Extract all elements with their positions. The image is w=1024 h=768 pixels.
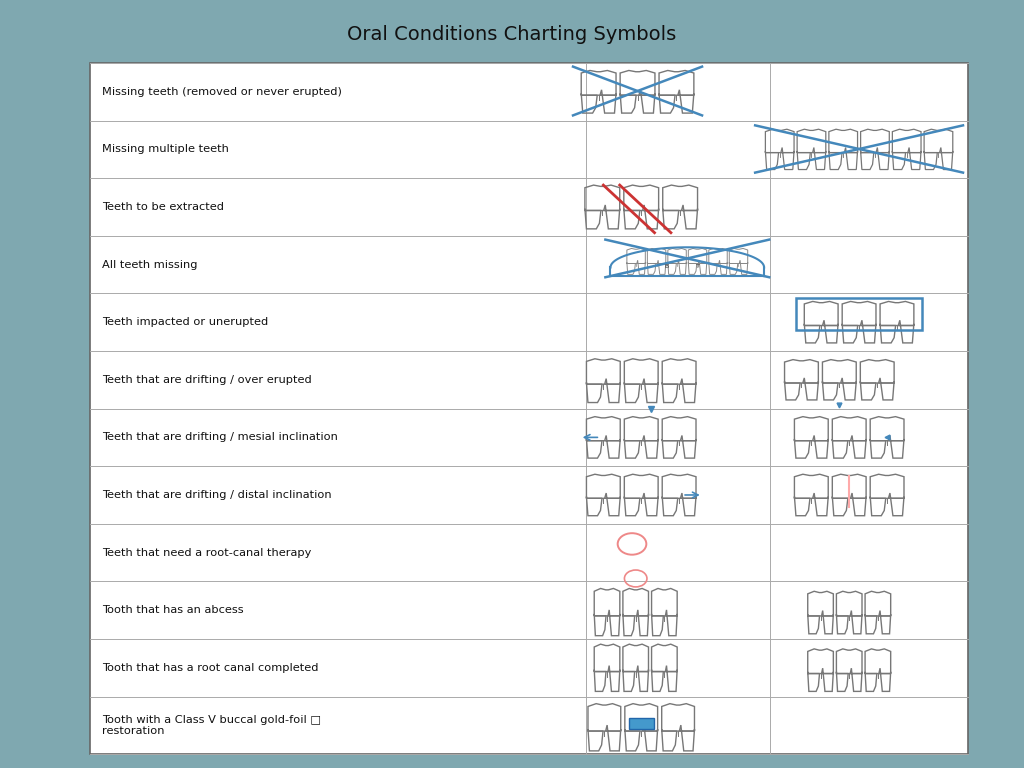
- Text: Teeth impacted or unerupted: Teeth impacted or unerupted: [102, 317, 268, 327]
- Text: Teeth to be extracted: Teeth to be extracted: [102, 202, 224, 212]
- Text: Teeth that are drifting / distal inclination: Teeth that are drifting / distal inclina…: [102, 490, 332, 500]
- Text: B: B: [665, 264, 669, 270]
- Text: Tooth that has a root canal completed: Tooth that has a root canal completed: [102, 663, 318, 673]
- Text: T: T: [695, 264, 699, 270]
- Text: Missing teeth (removed or never erupted): Missing teeth (removed or never erupted): [102, 87, 342, 97]
- Bar: [90, 63, 968, 754]
- Text: Oral Conditions Charting Symbols: Oral Conditions Charting Symbols: [347, 25, 677, 44]
- Text: All teeth missing: All teeth missing: [102, 260, 198, 270]
- Text: Teeth that are drifting / over erupted: Teeth that are drifting / over erupted: [102, 375, 312, 385]
- Text: Tooth that has an abcess: Tooth that has an abcess: [102, 605, 244, 615]
- Text: Teeth that are drifting / mesial inclination: Teeth that are drifting / mesial inclina…: [102, 432, 338, 442]
- Text: Missing multiple teeth: Missing multiple teeth: [102, 144, 229, 154]
- Text: Tooth with a Class V buccal gold-foil □
restoration: Tooth with a Class V buccal gold-foil □ …: [102, 714, 322, 737]
- Bar: [796, 299, 922, 330]
- Bar: [629, 718, 653, 729]
- Text: Teeth that need a root-canal therapy: Teeth that need a root-canal therapy: [102, 548, 311, 558]
